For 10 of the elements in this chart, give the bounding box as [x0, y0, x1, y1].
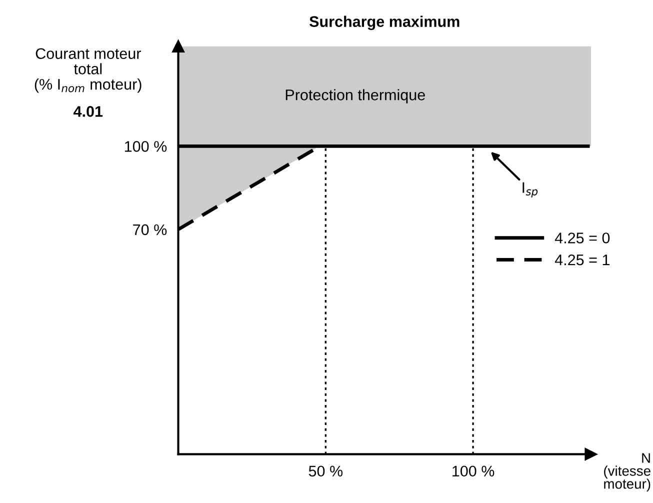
y-axis-title: Courant moteur total (% I$_{nom}$ moteur): [34, 48, 142, 93]
x-axis-title: N (vitesse moteur): [604, 453, 650, 492]
band-label: Protection thermique: [286, 89, 425, 104]
y-tick-label: 70 %: [133, 224, 167, 236]
legend-label: 4.25 = 0: [554, 232, 610, 244]
chart-title: Surcharge maximum: [309, 16, 460, 30]
legend-label: 4.25 = 1: [554, 254, 610, 266]
x-tick-label: 50 %: [308, 466, 343, 477]
text: 4.01: [74, 106, 103, 117]
annotation: I$_{sp}$: [522, 182, 538, 198]
